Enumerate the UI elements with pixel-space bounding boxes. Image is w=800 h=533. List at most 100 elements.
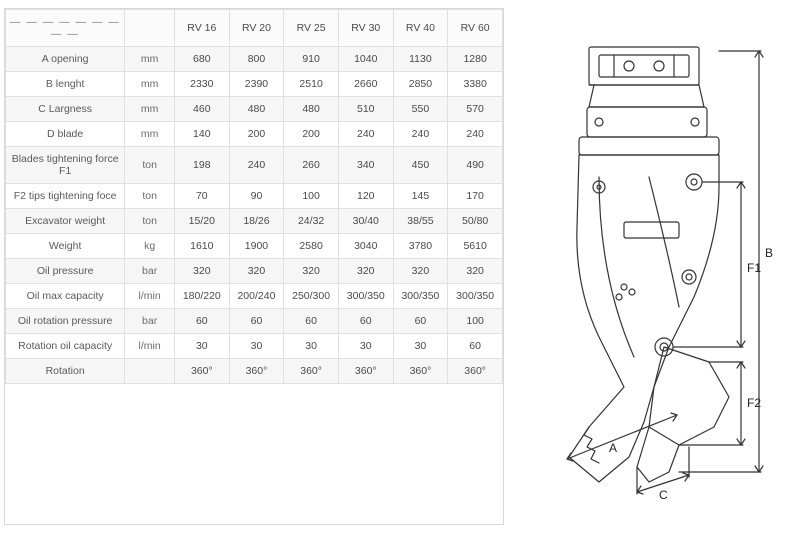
row-value: 180/220 xyxy=(174,284,229,309)
spec-table: — — — — — — — — — RV 16 RV 20 RV 25 RV 3… xyxy=(5,9,503,384)
row-label: Rotation oil capacity xyxy=(6,334,125,359)
row-label: Blades tightening force F1 xyxy=(6,147,125,184)
table-row: Blades tightening force F1ton19824026034… xyxy=(6,147,503,184)
row-value: 480 xyxy=(229,97,284,122)
row-value: 360° xyxy=(448,359,503,384)
row-value: 300/350 xyxy=(448,284,503,309)
row-value: 15/20 xyxy=(174,209,229,234)
table-row: Oil pressurebar320320320320320320 xyxy=(6,259,503,284)
row-value: 240 xyxy=(393,122,448,147)
row-unit: mm xyxy=(125,122,175,147)
row-unit: ton xyxy=(125,184,175,209)
diagram-container: B F1 F2 A C xyxy=(522,8,796,525)
row-value: 320 xyxy=(338,259,393,284)
row-label: D blade xyxy=(6,122,125,147)
row-value: 480 xyxy=(284,97,339,122)
row-unit: ton xyxy=(125,209,175,234)
row-value: 360° xyxy=(284,359,339,384)
row-value: 24/32 xyxy=(284,209,339,234)
row-value: 2660 xyxy=(338,72,393,97)
row-value: 2580 xyxy=(284,234,339,259)
table-row: A openingmm680800910104011301280 xyxy=(6,47,503,72)
row-value: 100 xyxy=(284,184,339,209)
header-col-4: RV 40 xyxy=(393,10,448,47)
row-value: 60 xyxy=(284,309,339,334)
row-value: 50/80 xyxy=(448,209,503,234)
row-value: 60 xyxy=(448,334,503,359)
row-value: 460 xyxy=(174,97,229,122)
row-value: 5610 xyxy=(448,234,503,259)
row-label: Weight xyxy=(6,234,125,259)
row-unit: l/min xyxy=(125,284,175,309)
table-row: D blademm140200200240240240 xyxy=(6,122,503,147)
row-value: 570 xyxy=(448,97,503,122)
row-value: 2850 xyxy=(393,72,448,97)
row-value: 320 xyxy=(284,259,339,284)
dim-label-f2: F2 xyxy=(747,396,761,410)
row-value: 2390 xyxy=(229,72,284,97)
header-col-0: RV 16 xyxy=(174,10,229,47)
table-row: Rotation oil capacityl/min303030303060 xyxy=(6,334,503,359)
table-row: Oil rotation pressurebar6060606060100 xyxy=(6,309,503,334)
header-col-2: RV 25 xyxy=(284,10,339,47)
table-row: Excavator weightton15/2018/2624/3230/403… xyxy=(6,209,503,234)
row-value: 680 xyxy=(174,47,229,72)
row-unit: l/min xyxy=(125,334,175,359)
row-value: 170 xyxy=(448,184,503,209)
row-value: 2510 xyxy=(284,72,339,97)
row-value: 60 xyxy=(174,309,229,334)
row-value: 300/350 xyxy=(393,284,448,309)
row-unit xyxy=(125,359,175,384)
row-label: Oil rotation pressure xyxy=(6,309,125,334)
row-value: 30/40 xyxy=(338,209,393,234)
row-value: 360° xyxy=(393,359,448,384)
row-unit: kg xyxy=(125,234,175,259)
table-row: C Largnessmm460480480510550570 xyxy=(6,97,503,122)
row-label: F2 tips tightening foce xyxy=(6,184,125,209)
row-label: Oil pressure xyxy=(6,259,125,284)
row-value: 550 xyxy=(393,97,448,122)
row-unit: mm xyxy=(125,47,175,72)
row-value: 3380 xyxy=(448,72,503,97)
spec-table-body: A openingmm680800910104011301280B lenght… xyxy=(6,47,503,384)
row-value: 70 xyxy=(174,184,229,209)
row-value: 100 xyxy=(448,309,503,334)
row-value: 60 xyxy=(229,309,284,334)
row-value: 300/350 xyxy=(338,284,393,309)
row-value: 200/240 xyxy=(229,284,284,309)
header-col-1: RV 20 xyxy=(229,10,284,47)
dim-label-a: A xyxy=(609,441,617,455)
row-value: 200 xyxy=(284,122,339,147)
table-row: B lenghtmm233023902510266028503380 xyxy=(6,72,503,97)
table-row: F2 tips tightening foceton70901001201451… xyxy=(6,184,503,209)
row-value: 145 xyxy=(393,184,448,209)
spec-table-header-row: — — — — — — — — — RV 16 RV 20 RV 25 RV 3… xyxy=(6,10,503,47)
table-row: Weightkg161019002580304037805610 xyxy=(6,234,503,259)
row-label: Rotation xyxy=(6,359,125,384)
row-unit: mm xyxy=(125,72,175,97)
row-value: 340 xyxy=(338,147,393,184)
dim-label-c: C xyxy=(659,488,668,502)
row-value: 260 xyxy=(284,147,339,184)
row-value: 360° xyxy=(338,359,393,384)
row-value: 30 xyxy=(229,334,284,359)
row-value: 320 xyxy=(448,259,503,284)
row-value: 30 xyxy=(338,334,393,359)
row-value: 60 xyxy=(393,309,448,334)
row-label: Excavator weight xyxy=(6,209,125,234)
header-col-3: RV 30 xyxy=(338,10,393,47)
row-value: 1900 xyxy=(229,234,284,259)
row-value: 30 xyxy=(393,334,448,359)
equipment-diagram: B F1 F2 A C xyxy=(529,27,789,507)
row-value: 90 xyxy=(229,184,284,209)
row-value: 240 xyxy=(338,122,393,147)
row-value: 240 xyxy=(229,147,284,184)
row-label: Oil max capacity xyxy=(6,284,125,309)
row-value: 2330 xyxy=(174,72,229,97)
row-value: 320 xyxy=(393,259,448,284)
row-value: 1130 xyxy=(393,47,448,72)
row-value: 120 xyxy=(338,184,393,209)
row-unit: bar xyxy=(125,259,175,284)
row-value: 1040 xyxy=(338,47,393,72)
header-unit-blank xyxy=(125,10,175,47)
